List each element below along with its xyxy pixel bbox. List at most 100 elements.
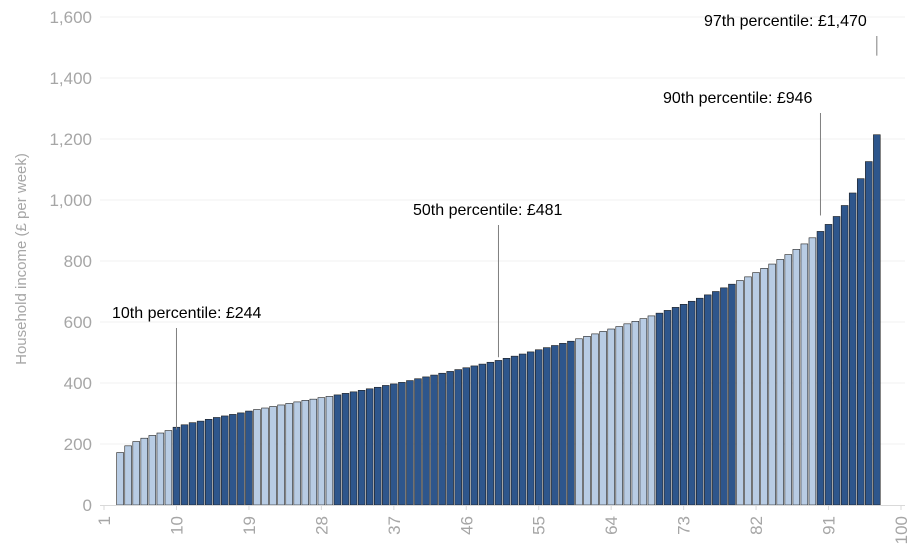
y-tick-label: 1,200 [49, 130, 92, 149]
bar-percentile-89 [808, 237, 817, 506]
bar-percentile-88 [800, 243, 809, 506]
annotations: 10th percentile: £244 50th percentile: £4… [112, 13, 878, 430]
bar-percentile-75 [695, 297, 704, 506]
x-tick-label: 100 [892, 516, 911, 544]
bar-percentile-93 [840, 205, 849, 506]
bar-percentile-24 [285, 403, 293, 506]
x-tick-label: 82 [747, 516, 766, 535]
bar-percentile-19 [245, 410, 253, 506]
bar-percentile-38 [398, 382, 406, 506]
bar-percentile-47 [470, 365, 479, 506]
annotation-percentile-90: 90th percentile: £946 [663, 90, 813, 107]
y-tick-label: 600 [64, 313, 92, 332]
bar-percentile-31 [341, 393, 350, 506]
bar-percentile-82 [752, 272, 760, 506]
bar-percentile-18 [237, 412, 245, 506]
bar-percentile-51 [502, 357, 511, 506]
bar-percentile-15 [213, 417, 221, 506]
x-tick-label: 28 [312, 516, 331, 535]
bar-percentile-33 [357, 390, 366, 506]
bar-percentile-8 [156, 432, 165, 506]
bar-percentile-26 [301, 400, 310, 506]
y-tick-label: 800 [64, 252, 92, 271]
x-tick-label: 91 [820, 516, 839, 535]
bar-percentile-62 [591, 333, 599, 506]
bar-percentile-84 [768, 263, 776, 506]
bar-percentile-29 [325, 396, 334, 506]
bar-percentile-43 [438, 372, 446, 506]
bar-percentile-78 [720, 287, 728, 506]
bar-percentile-60 [575, 338, 583, 506]
bar-percentile-5 [132, 441, 140, 506]
bar-percentile-57 [551, 345, 559, 506]
bar-percentile-69 [647, 315, 656, 506]
bar-percentile-87 [792, 249, 801, 506]
y-tick-label: 200 [64, 435, 92, 454]
bar-percentile-70 [655, 312, 664, 506]
bar-percentile-14 [204, 418, 213, 506]
y-tick-label: 0 [83, 496, 92, 515]
bar-percentile-72 [671, 307, 680, 506]
x-tick-label: 46 [457, 516, 476, 535]
bar-percentile-39 [406, 380, 414, 506]
bar-percentile-59 [567, 340, 575, 506]
bar-percentile-46 [462, 367, 471, 506]
bar-percentile-95 [856, 178, 865, 506]
bar-percentile-25 [293, 401, 301, 506]
annotation-percentile-97: 97th percentile: £1,470 [704, 13, 867, 30]
x-tick-label: 73 [675, 516, 694, 535]
bar-percentile-21 [261, 407, 269, 506]
bar-percentile-58 [559, 343, 567, 506]
x-tick-label: 55 [530, 516, 549, 535]
bar-percentile-79 [728, 283, 736, 506]
bar-percentile-23 [277, 404, 285, 506]
x-tick-label: 10 [168, 516, 187, 535]
bar-percentile-56 [543, 347, 551, 506]
bar-percentile-77 [712, 291, 720, 506]
x-tick-label: 37 [385, 516, 404, 535]
bar-percentile-20 [253, 409, 261, 506]
bar-percentile-86 [784, 254, 792, 506]
bar-percentile-74 [687, 300, 696, 506]
bar-percentile-9 [164, 430, 173, 506]
bar-percentile-83 [760, 268, 768, 506]
axes: 0 200 400 600 800 1,000 1,200 1,400 1,600 1 10 19 28… [49, 8, 911, 544]
bar-percentile-54 [526, 351, 535, 506]
bar-percentile-4 [124, 445, 132, 506]
bar-percentile-48 [478, 363, 487, 506]
bar-percentile-92 [832, 216, 841, 506]
bar-percentile-71 [663, 310, 672, 506]
bar-percentile-34 [365, 388, 374, 506]
y-tick-label: 1,600 [49, 8, 92, 27]
y-tick-label: 1,000 [49, 191, 92, 210]
bar-percentile-90 [816, 231, 825, 506]
bar-percentile-53 [518, 353, 527, 506]
bar-percentile-22 [269, 406, 277, 506]
bar-percentile-50 [494, 360, 503, 506]
bar-percentile-64 [607, 328, 615, 506]
bar-percentile-36 [382, 385, 390, 506]
x-tick-label: 19 [240, 516, 259, 535]
bar-percentile-44 [446, 371, 454, 506]
bar-percentile-76 [704, 294, 712, 506]
bar-percentile-67 [631, 321, 640, 506]
bar-percentile-28 [317, 397, 326, 506]
bar-percentile-11 [180, 424, 189, 506]
bar-percentile-35 [373, 386, 382, 506]
bar-percentile-3 [116, 452, 124, 506]
bar-percentile-10 [172, 426, 181, 506]
y-axis-title: Household income (£ per week) [13, 153, 30, 365]
bar-percentile-52 [510, 355, 519, 506]
bar-percentile-73 [679, 304, 688, 506]
bar-percentile-49 [486, 361, 495, 506]
gridlines [100, 16, 905, 445]
bar-percentile-81 [744, 276, 752, 506]
bar-percentile-96 [865, 161, 873, 506]
bar-percentile-61 [583, 336, 591, 506]
bar-percentile-94 [848, 192, 857, 506]
bar-percentile-55 [534, 349, 543, 506]
bar-percentile-68 [639, 318, 648, 506]
bar-percentile-80 [736, 280, 744, 506]
